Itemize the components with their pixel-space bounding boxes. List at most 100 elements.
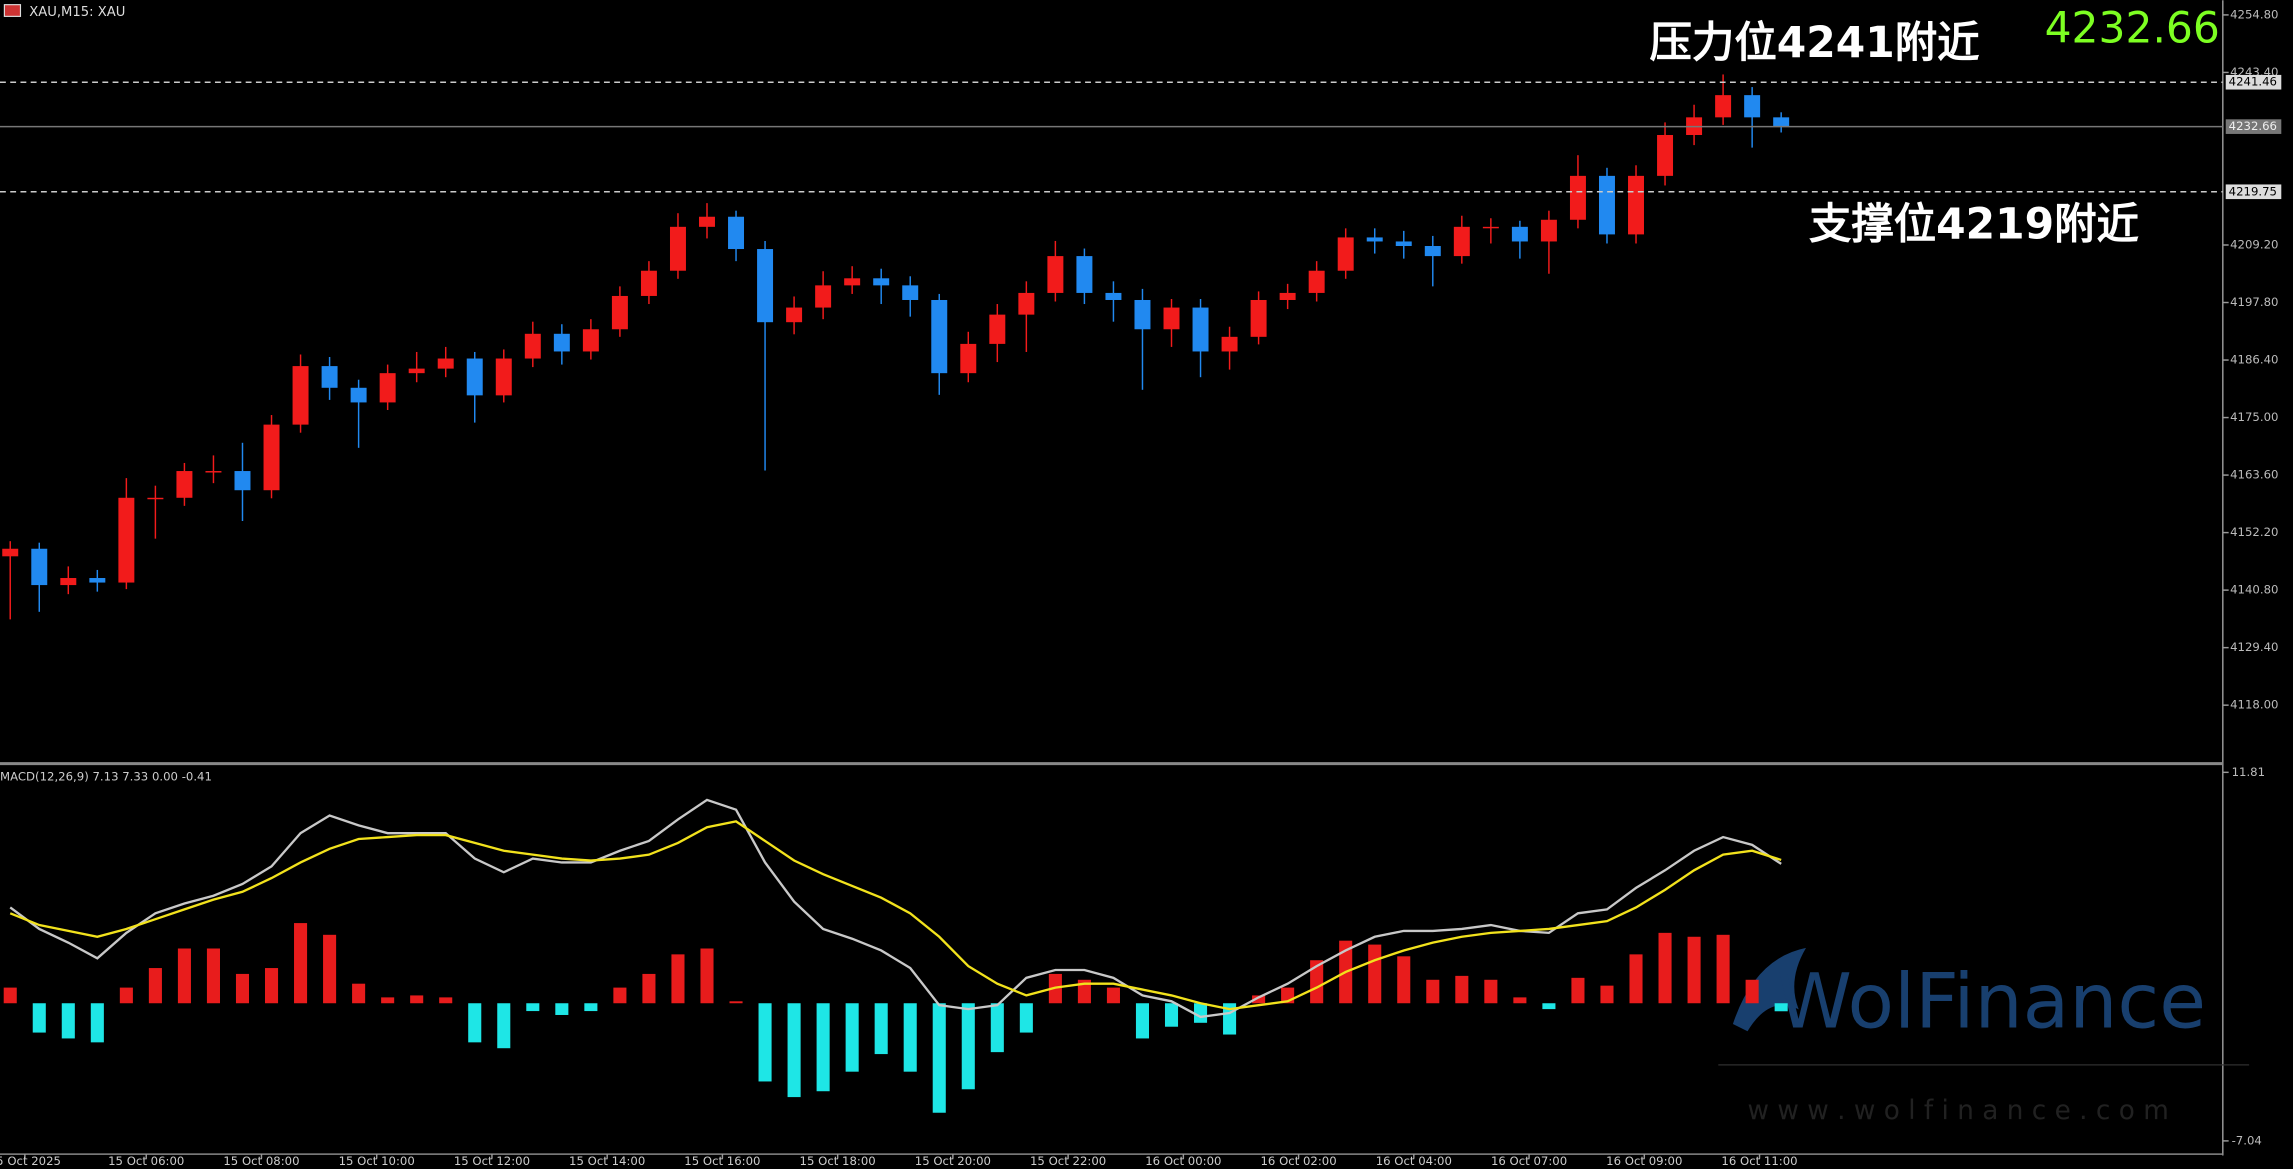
candle-body bbox=[60, 578, 77, 586]
macd-line bbox=[9, 798, 1782, 1019]
x-tick-label: 16 Oct 02:00 bbox=[1260, 1154, 1336, 1168]
candle-body bbox=[1395, 241, 1412, 247]
candle-body bbox=[234, 471, 251, 491]
x-tick-label: 15 Oct 16:00 bbox=[684, 1154, 760, 1168]
candle-body bbox=[31, 548, 48, 586]
candle-body bbox=[292, 366, 309, 425]
candle-body bbox=[379, 373, 396, 403]
y-tick-label: 4118.00 bbox=[2230, 698, 2278, 712]
y-tick-label: 4209.20 bbox=[2230, 237, 2278, 251]
candle-body bbox=[118, 497, 135, 583]
histogram-bar bbox=[148, 968, 162, 1004]
histogram-bar bbox=[1106, 987, 1120, 1004]
candle-body bbox=[873, 278, 890, 286]
candle-body bbox=[1250, 299, 1267, 337]
histogram-bar bbox=[1687, 936, 1701, 1004]
histogram-bar bbox=[410, 995, 424, 1004]
histogram-bar bbox=[119, 987, 133, 1004]
indicator-title: MACD(12,26,9) 7.13 7.33 0.00 -0.41 bbox=[0, 769, 212, 783]
candle-body bbox=[786, 307, 803, 323]
candle-body bbox=[1134, 299, 1151, 330]
histogram-bar bbox=[555, 1003, 569, 1015]
candle-body bbox=[350, 387, 367, 403]
histogram-bar bbox=[1745, 979, 1759, 1004]
candle-body bbox=[1569, 175, 1586, 220]
histogram-bar bbox=[845, 1003, 859, 1072]
candle-body bbox=[1163, 307, 1180, 330]
y-tick-label: 4254.80 bbox=[2230, 7, 2278, 21]
histogram-bar bbox=[642, 973, 656, 1004]
y-tick-label: 4163.60 bbox=[2230, 468, 2278, 482]
candle-body bbox=[1715, 95, 1732, 118]
candle-body bbox=[89, 578, 106, 583]
plot-area: 4254.804243.404209.204197.804186.404175.… bbox=[0, 3, 2282, 1168]
candle-body bbox=[1424, 246, 1441, 257]
candle-body bbox=[466, 358, 483, 396]
histogram-bar bbox=[439, 997, 453, 1004]
candle-body bbox=[611, 295, 628, 330]
candle-body bbox=[1744, 95, 1761, 118]
y-tick-label: -7.04 bbox=[2232, 1133, 2262, 1147]
candle-body bbox=[1076, 256, 1093, 293]
candle-body bbox=[1279, 292, 1296, 300]
histogram-bar bbox=[206, 948, 220, 1004]
histogram-bar bbox=[961, 1003, 975, 1090]
y-tick-label: 4140.80 bbox=[2230, 583, 2278, 597]
candle-body bbox=[408, 368, 425, 374]
x-tick-label: 15 Oct 08:00 bbox=[223, 1154, 299, 1168]
histogram-bar bbox=[352, 983, 366, 1004]
candle-body bbox=[205, 471, 222, 473]
x-tick-label: 15 Oct 06:00 bbox=[108, 1154, 184, 1168]
candle-body bbox=[1453, 226, 1470, 257]
histogram-bar bbox=[1774, 1003, 1788, 1012]
candle-body bbox=[1482, 226, 1499, 229]
histogram-bar bbox=[1571, 977, 1585, 1004]
candle-body bbox=[699, 216, 715, 227]
level-tag-label: 4219.75 bbox=[2229, 184, 2277, 198]
signal-line bbox=[9, 820, 1782, 1011]
level-tag-label: 4241.46 bbox=[2229, 75, 2277, 89]
histogram-bar bbox=[497, 1003, 511, 1049]
histogram-bar bbox=[526, 1003, 540, 1012]
histogram-bar bbox=[671, 954, 685, 1004]
candle-body bbox=[1192, 307, 1209, 352]
candle-body bbox=[1366, 237, 1383, 242]
histogram-bar bbox=[1542, 1003, 1556, 1010]
histogram-bar bbox=[381, 997, 395, 1004]
histogram-bar bbox=[903, 1003, 917, 1072]
histogram-bar bbox=[323, 934, 337, 1004]
histogram-bar bbox=[1658, 932, 1672, 1004]
candle-body bbox=[1308, 270, 1325, 293]
histogram-bar bbox=[264, 968, 279, 1004]
histogram-bar bbox=[1426, 979, 1440, 1004]
histogram-bar bbox=[1310, 960, 1324, 1004]
watermark: WolFinance w w w . w o l f i n a n c e .… bbox=[1718, 947, 2250, 1126]
histogram-bar bbox=[1164, 1003, 1179, 1027]
x-tick-label: 15 Oct 22:00 bbox=[1030, 1154, 1106, 1168]
x-tick-label: 15 Oct 10:00 bbox=[339, 1154, 415, 1168]
x-tick-label: 16 Oct 09:00 bbox=[1606, 1154, 1682, 1168]
x-tick-label: 15 Oct 2025 bbox=[0, 1154, 61, 1168]
candle-body bbox=[495, 358, 512, 396]
level-tag bbox=[2225, 184, 2282, 200]
candle-body bbox=[728, 216, 745, 250]
current-price: 4232.66 bbox=[2045, 3, 2220, 52]
histogram-bar bbox=[1513, 997, 1527, 1004]
y-tick-label: 11.81 bbox=[2232, 765, 2265, 779]
symbol-icon bbox=[3, 4, 22, 17]
candle-body bbox=[582, 329, 599, 352]
candle-body bbox=[669, 226, 686, 271]
histogram-bar bbox=[3, 987, 17, 1004]
x-tick-label: 15 Oct 14:00 bbox=[569, 1154, 645, 1168]
histogram-bar bbox=[1484, 979, 1498, 1004]
x-tick-label: 15 Oct 18:00 bbox=[800, 1154, 876, 1168]
histogram-bar bbox=[90, 1003, 104, 1043]
histogram-bar bbox=[1019, 1003, 1033, 1033]
candle-body bbox=[263, 424, 280, 491]
histogram-bar bbox=[1194, 1003, 1208, 1023]
histogram-bar bbox=[1716, 934, 1730, 1004]
candle-body bbox=[960, 343, 977, 374]
histogram-bar bbox=[1455, 975, 1469, 1004]
